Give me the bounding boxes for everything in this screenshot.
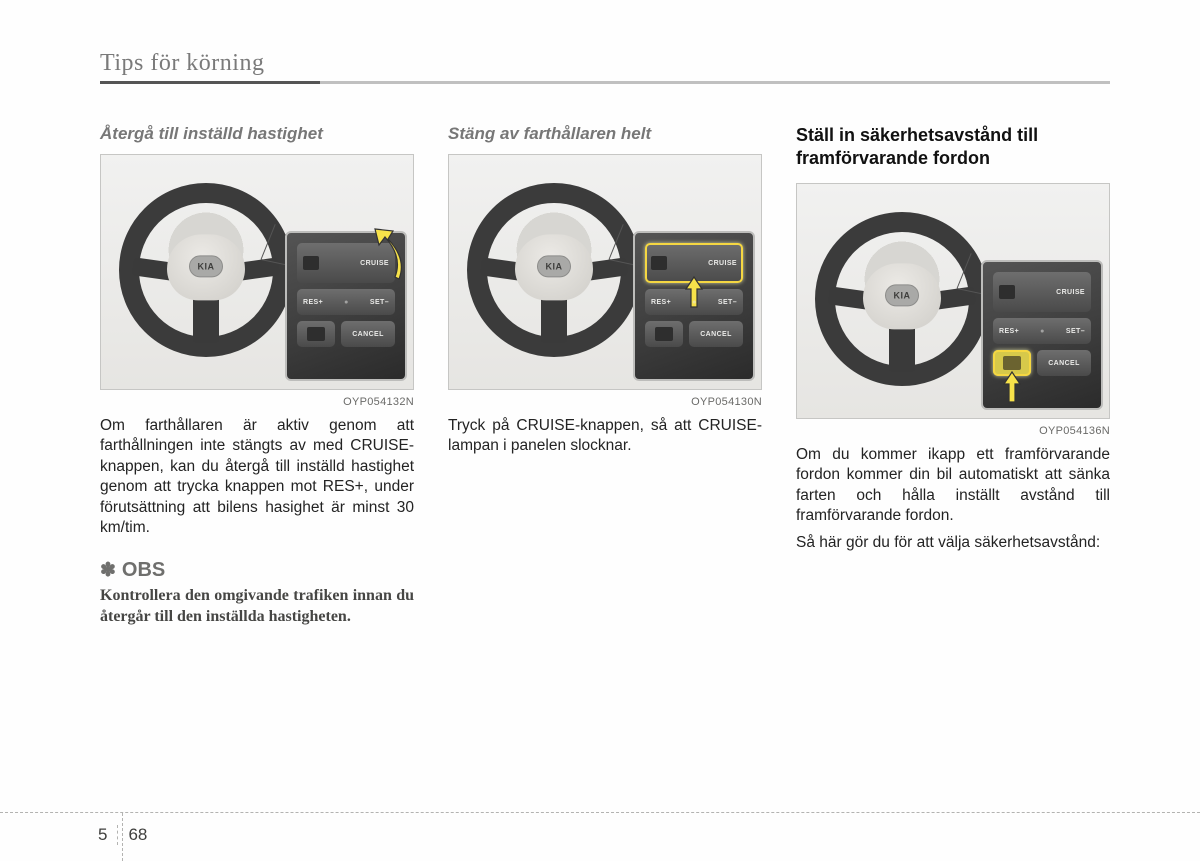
right-body-2: Så här gör du för att välja säkerhetsavs… — [796, 533, 1110, 553]
cancel-button: CANCEL — [341, 321, 395, 347]
middle-body: Tryck på CRUISE-knappen, så att CRUISE-l… — [448, 416, 762, 457]
control-panel-right: CRUISE RES+ ● SET– CANCEL — [981, 260, 1103, 410]
cruise-button: CRUISE — [993, 272, 1091, 312]
control-panel-left: CRUISE RES+ ● SET– CANCEL — [285, 231, 407, 381]
footer-rule — [0, 812, 1200, 813]
up-arrow-icon — [1003, 370, 1021, 404]
figure-left: KIA CRUISE RES+ ● SET– — [100, 154, 414, 390]
column-middle: Stäng av farthållaren helt KIA CRUISE — [448, 124, 762, 627]
header-rule — [100, 81, 1110, 84]
columns: Återgå till inställd hastighet KIA CRUIS… — [100, 124, 1110, 627]
steering-wheel-icon: KIA — [815, 212, 989, 386]
gap-button — [645, 321, 683, 347]
obs-heading: ✽OBS — [100, 559, 414, 582]
cruise-button: CRUISE — [297, 243, 395, 283]
control-panel-middle: CRUISE RES+ ● SET– CANCEL — [633, 231, 755, 381]
left-body: Om farthållaren är aktiv genom att farth… — [100, 416, 414, 539]
right-heading: Ställ in säkerhetsavstånd till framförva… — [796, 124, 1110, 169]
res-set-button: RES+ ● SET– — [993, 318, 1091, 344]
figure-code-middle: OYP054130N — [448, 396, 762, 408]
column-left: Återgå till inställd hastighet KIA CRUIS… — [100, 124, 414, 627]
obs-body: Kontrollera den omgivande trafiken innan… — [100, 586, 414, 628]
left-heading: Återgå till inställd hastighet — [100, 124, 414, 144]
note-icon: ✽ — [100, 560, 116, 581]
wheel-badge: KIA — [537, 255, 571, 277]
steering-wheel-icon: KIA — [467, 183, 641, 357]
middle-heading: Stäng av farthållaren helt — [448, 124, 762, 144]
figure-middle: KIA CRUISE RES+ ● SET– — [448, 154, 762, 390]
figure-code-right: OYP054136N — [796, 425, 1110, 437]
page-number: 5 68 — [98, 825, 147, 845]
cancel-button: CANCEL — [1037, 350, 1091, 376]
column-right: Ställ in säkerhetsavstånd till framförva… — [796, 124, 1110, 627]
running-header: Tips för körning — [100, 50, 1110, 77]
right-body-1: Om du kommer ikapp ett framförvarande fo… — [796, 445, 1110, 527]
curve-arrow-icon — [367, 227, 405, 285]
wheel-badge: KIA — [189, 255, 223, 277]
figure-right: KIA CRUISE RES+ ● SET– CANCEL — [796, 183, 1110, 419]
wheel-badge: KIA — [885, 284, 919, 306]
gap-button — [297, 321, 335, 347]
res-set-button: RES+ ● SET– — [297, 289, 395, 315]
page-content: Tips för körning Återgå till inställd ha… — [0, 0, 1200, 627]
cancel-button: CANCEL — [689, 321, 743, 347]
steering-wheel-icon: KIA — [119, 183, 293, 357]
figure-code-left: OYP054132N — [100, 396, 414, 408]
